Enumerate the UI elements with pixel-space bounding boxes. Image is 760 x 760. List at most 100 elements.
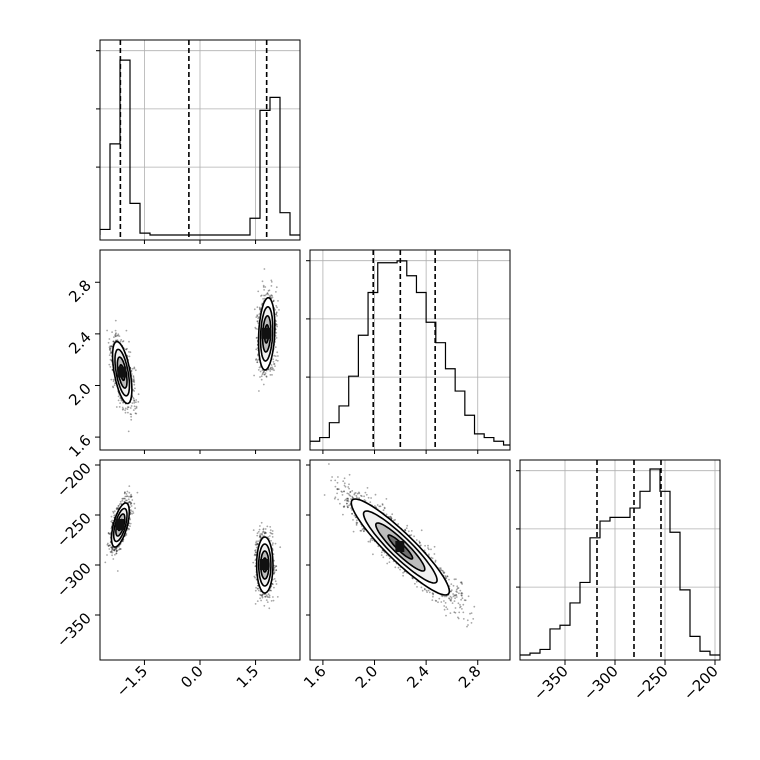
scatter-point <box>271 296 274 299</box>
scatter-point <box>256 315 259 318</box>
scatter-point <box>260 521 263 524</box>
scatter-point <box>254 549 256 552</box>
scatter-point <box>456 587 459 590</box>
scatter-point <box>262 528 265 531</box>
scatter-point <box>439 567 442 570</box>
scatter-point <box>109 551 112 553</box>
scatter-point <box>270 285 273 287</box>
y-tick-label: −350 <box>53 609 95 651</box>
scatter-point <box>334 496 337 499</box>
scatter-point <box>127 430 130 433</box>
scatter-point <box>382 556 385 559</box>
scatter-point <box>255 586 257 589</box>
scatter-point <box>455 596 458 598</box>
scatter-point <box>454 611 457 614</box>
scatter-point <box>441 595 444 598</box>
scatter-point <box>128 485 131 487</box>
scatter-point <box>451 602 454 604</box>
scatter-point <box>264 528 267 530</box>
scatter-point <box>115 406 118 408</box>
scatter-point <box>112 510 114 513</box>
scatter-point <box>347 506 349 509</box>
scatter-point <box>353 493 356 496</box>
scatter-point <box>343 490 345 493</box>
scatter-point <box>457 587 460 589</box>
scatter-panel-0 <box>99 249 301 451</box>
scatter-point <box>255 359 257 361</box>
scatter-point <box>261 596 264 599</box>
scatter-point <box>256 306 259 309</box>
scatter-point <box>273 569 276 571</box>
scatter-point <box>127 498 130 501</box>
scatter-point <box>114 319 117 322</box>
scatter-points <box>106 268 280 433</box>
scatter-point <box>346 505 349 507</box>
scatter-point <box>271 544 274 546</box>
scatter-point <box>438 567 441 570</box>
scatter-point <box>263 604 266 607</box>
scatter-point <box>131 378 134 381</box>
scatter-point <box>130 495 133 498</box>
scatter-point <box>351 512 353 515</box>
x-tick-label: −350 <box>530 662 572 704</box>
scatter-point <box>265 594 268 597</box>
scatter-point <box>438 597 441 600</box>
scatter-point <box>460 594 463 597</box>
scatter-point <box>118 545 120 548</box>
contour-line <box>259 305 274 362</box>
scatter-point <box>450 583 453 585</box>
scatter-point <box>348 483 350 486</box>
scatter-point <box>120 502 122 505</box>
scatter-point <box>255 544 258 546</box>
axes-frame <box>309 249 511 451</box>
scatter-point <box>270 279 273 282</box>
scatter-point <box>127 411 129 414</box>
scatter-point <box>264 595 267 598</box>
scatter-point <box>462 618 465 620</box>
scatter-point <box>269 589 272 592</box>
scatter-point <box>366 487 369 489</box>
scatter-point <box>336 488 338 490</box>
scatter-point <box>383 507 386 510</box>
scatter-point <box>117 549 120 551</box>
scatter-point <box>457 616 459 619</box>
scatter-point <box>115 552 118 555</box>
scatter-point <box>114 382 116 385</box>
scatter-point <box>113 510 116 513</box>
scatter-point <box>117 333 120 336</box>
scatter-point <box>460 591 463 594</box>
scatter-point <box>269 296 272 298</box>
scatter-point <box>343 506 345 508</box>
scatter-point <box>279 546 282 549</box>
scatter-point <box>109 349 111 351</box>
scatter-point <box>116 334 118 337</box>
scatter-point <box>259 376 261 378</box>
scatter-point <box>112 340 115 343</box>
scatter-point <box>271 366 273 369</box>
scatter-point <box>131 367 134 370</box>
contour-line <box>116 356 128 389</box>
scatter-point <box>432 593 434 596</box>
scatter-point <box>269 374 272 376</box>
scatter-point <box>110 345 113 347</box>
scatter-point <box>402 571 404 574</box>
y-tick-label: −200 <box>53 459 95 501</box>
scatter-point <box>442 570 444 572</box>
scatter-point <box>110 351 112 354</box>
scatter-point <box>124 409 126 411</box>
scatter-point <box>127 406 130 409</box>
scatter-point <box>272 599 275 602</box>
scatter-point <box>431 557 434 560</box>
scatter-point <box>349 490 352 493</box>
scatter-point <box>356 492 359 495</box>
scatter-point <box>128 355 131 358</box>
scatter-point <box>462 611 465 614</box>
scatter-point <box>255 337 258 339</box>
scatter-point <box>254 559 257 562</box>
scatter-point <box>275 313 277 316</box>
scatter-point <box>376 504 379 506</box>
scatter-point <box>347 500 350 503</box>
scatter-point <box>116 507 119 510</box>
scatter-point <box>331 476 333 478</box>
scatter-point <box>427 544 429 547</box>
